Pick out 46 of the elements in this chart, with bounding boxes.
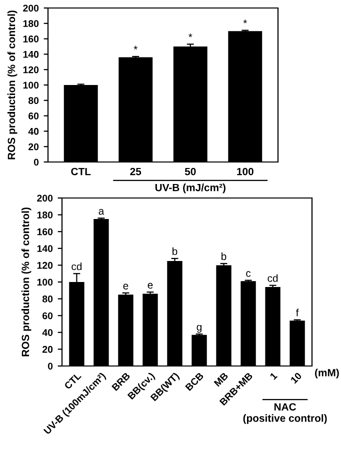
y-axis-title: ROS production (% of control) (7, 10, 18, 160)
annotation: g (196, 324, 202, 333)
y-tick-label: 80 (42, 296, 53, 302)
y-tick-label: 120 (23, 66, 39, 74)
annotation: a (98, 209, 104, 215)
annotation: * (243, 20, 248, 24)
y-tick-label: 120 (37, 262, 53, 269)
y-tick-label: 160 (37, 228, 53, 236)
text: NAC (positive control) (243, 403, 327, 424)
y-tick-label: 0 (48, 362, 53, 370)
y-tick-label: 180 (37, 212, 53, 218)
y-axis-title: ROS production (% of control) (21, 208, 32, 356)
annotation: c (246, 271, 251, 277)
y-tick-label: 200 (37, 194, 53, 202)
annotation: cd (268, 274, 278, 282)
y-tick-label: 60 (42, 312, 53, 320)
y-tick-label: 60 (28, 112, 39, 120)
annotation: f (296, 308, 299, 316)
x-tick-label: 10 (290, 372, 302, 384)
annotation: e (148, 282, 153, 289)
y-tick-label: 40 (28, 128, 39, 135)
x-tick-label: 1 (270, 372, 278, 380)
y-tick-label: 20 (42, 346, 53, 353)
x-tick-label: CTL (71, 168, 91, 176)
text: UV-B (mJ/cm²) (155, 184, 226, 194)
annotation: * (188, 33, 192, 38)
y-tick-label: 140 (23, 50, 39, 58)
y-tick-label: 200 (23, 4, 39, 12)
x-tick-label: 25 (130, 168, 142, 176)
x-tick-label: 50 (184, 168, 196, 176)
text: (mM) (315, 368, 339, 378)
annotation: e (123, 284, 128, 290)
annotation: cd (72, 262, 82, 270)
y-tick-label: 80 (28, 97, 39, 104)
annotation: b (172, 247, 178, 256)
y-tick-label: 20 (28, 143, 39, 150)
y-tick-label: 100 (37, 278, 53, 286)
x-tick-label: 100 (237, 168, 254, 176)
y-tick-label: 40 (42, 329, 53, 336)
annotation: b (222, 252, 226, 260)
y-tick-label: 160 (23, 36, 39, 42)
y-tick-label: 140 (37, 245, 53, 252)
y-tick-label: 100 (23, 82, 39, 89)
annotation: * (134, 46, 138, 50)
y-tick-label: 0 (34, 158, 39, 166)
y-tick-label: 180 (23, 20, 39, 28)
